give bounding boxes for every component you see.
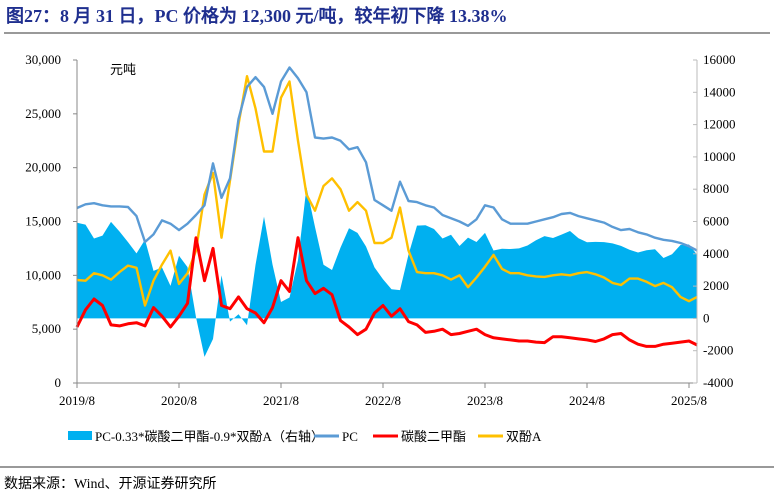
left-tick-label: 0 <box>55 375 62 390</box>
x-tick-label: 2021/8 <box>263 393 299 408</box>
right-tick-label: 14000 <box>703 84 736 99</box>
legend-label: 碳酸二甲酯 <box>401 429 466 444</box>
series-line-dmc <box>75 236 698 348</box>
x-tick-label: 2020/8 <box>161 393 197 408</box>
left-tick-label: 30,000 <box>25 52 61 67</box>
legend-swatch-area <box>68 431 92 440</box>
right-tick-label: 16000 <box>703 52 736 67</box>
left-tick-label: 25,000 <box>25 106 61 121</box>
legend-label: 双酚A <box>506 429 542 444</box>
legend-label: PC-0.33*碳酸二甲酯-0.9*双酚A（右轴） <box>95 429 324 444</box>
series-line-bpa <box>76 75 698 307</box>
right-tick-label: 8000 <box>703 181 729 196</box>
x-tick-label: 2023/8 <box>467 393 503 408</box>
left-tick-label: 15,000 <box>25 214 61 229</box>
right-tick-label: 4000 <box>703 246 729 261</box>
chart-title: 图27：8 月 31 日，PC 价格为 12,300 元/吨，较年初下降 13.… <box>6 5 508 26</box>
axes: 0 5,000 10,000 15,000 20,000 25,000 30,000 -400… <box>25 52 735 408</box>
right-tick-label: 2000 <box>703 278 729 293</box>
x-tick-label: 2022/8 <box>365 393 401 408</box>
right-tick-label: 0 <box>703 310 710 325</box>
x-tick-label: 2019/8 <box>59 393 95 408</box>
series-line-pc <box>76 66 698 252</box>
plot-area <box>75 66 698 357</box>
unit-label: 元吨 <box>110 62 136 77</box>
right-tick-label: -4000 <box>703 375 733 390</box>
left-tick-label: 10,000 <box>25 267 61 282</box>
right-tick-label: -2000 <box>703 343 733 358</box>
legend-label: PC <box>342 429 358 444</box>
x-tick-label: 2024/8 <box>569 393 605 408</box>
left-tick-label: 20,000 <box>25 160 61 175</box>
left-tick-label: 5,000 <box>32 321 61 336</box>
right-tick-label: 6000 <box>703 214 729 229</box>
spread-area <box>77 187 698 357</box>
right-tick-label: 10000 <box>703 149 736 164</box>
source-note: 数据来源：Wind、开源证券研究所 <box>4 476 217 492</box>
right-tick-label: 12000 <box>703 117 736 132</box>
x-tick-label: 2025/8 <box>671 393 707 408</box>
legend: PC-0.33*碳酸二甲酯-0.9*双酚A（右轴） PC 碳酸二甲酯 双酚A <box>68 429 542 444</box>
